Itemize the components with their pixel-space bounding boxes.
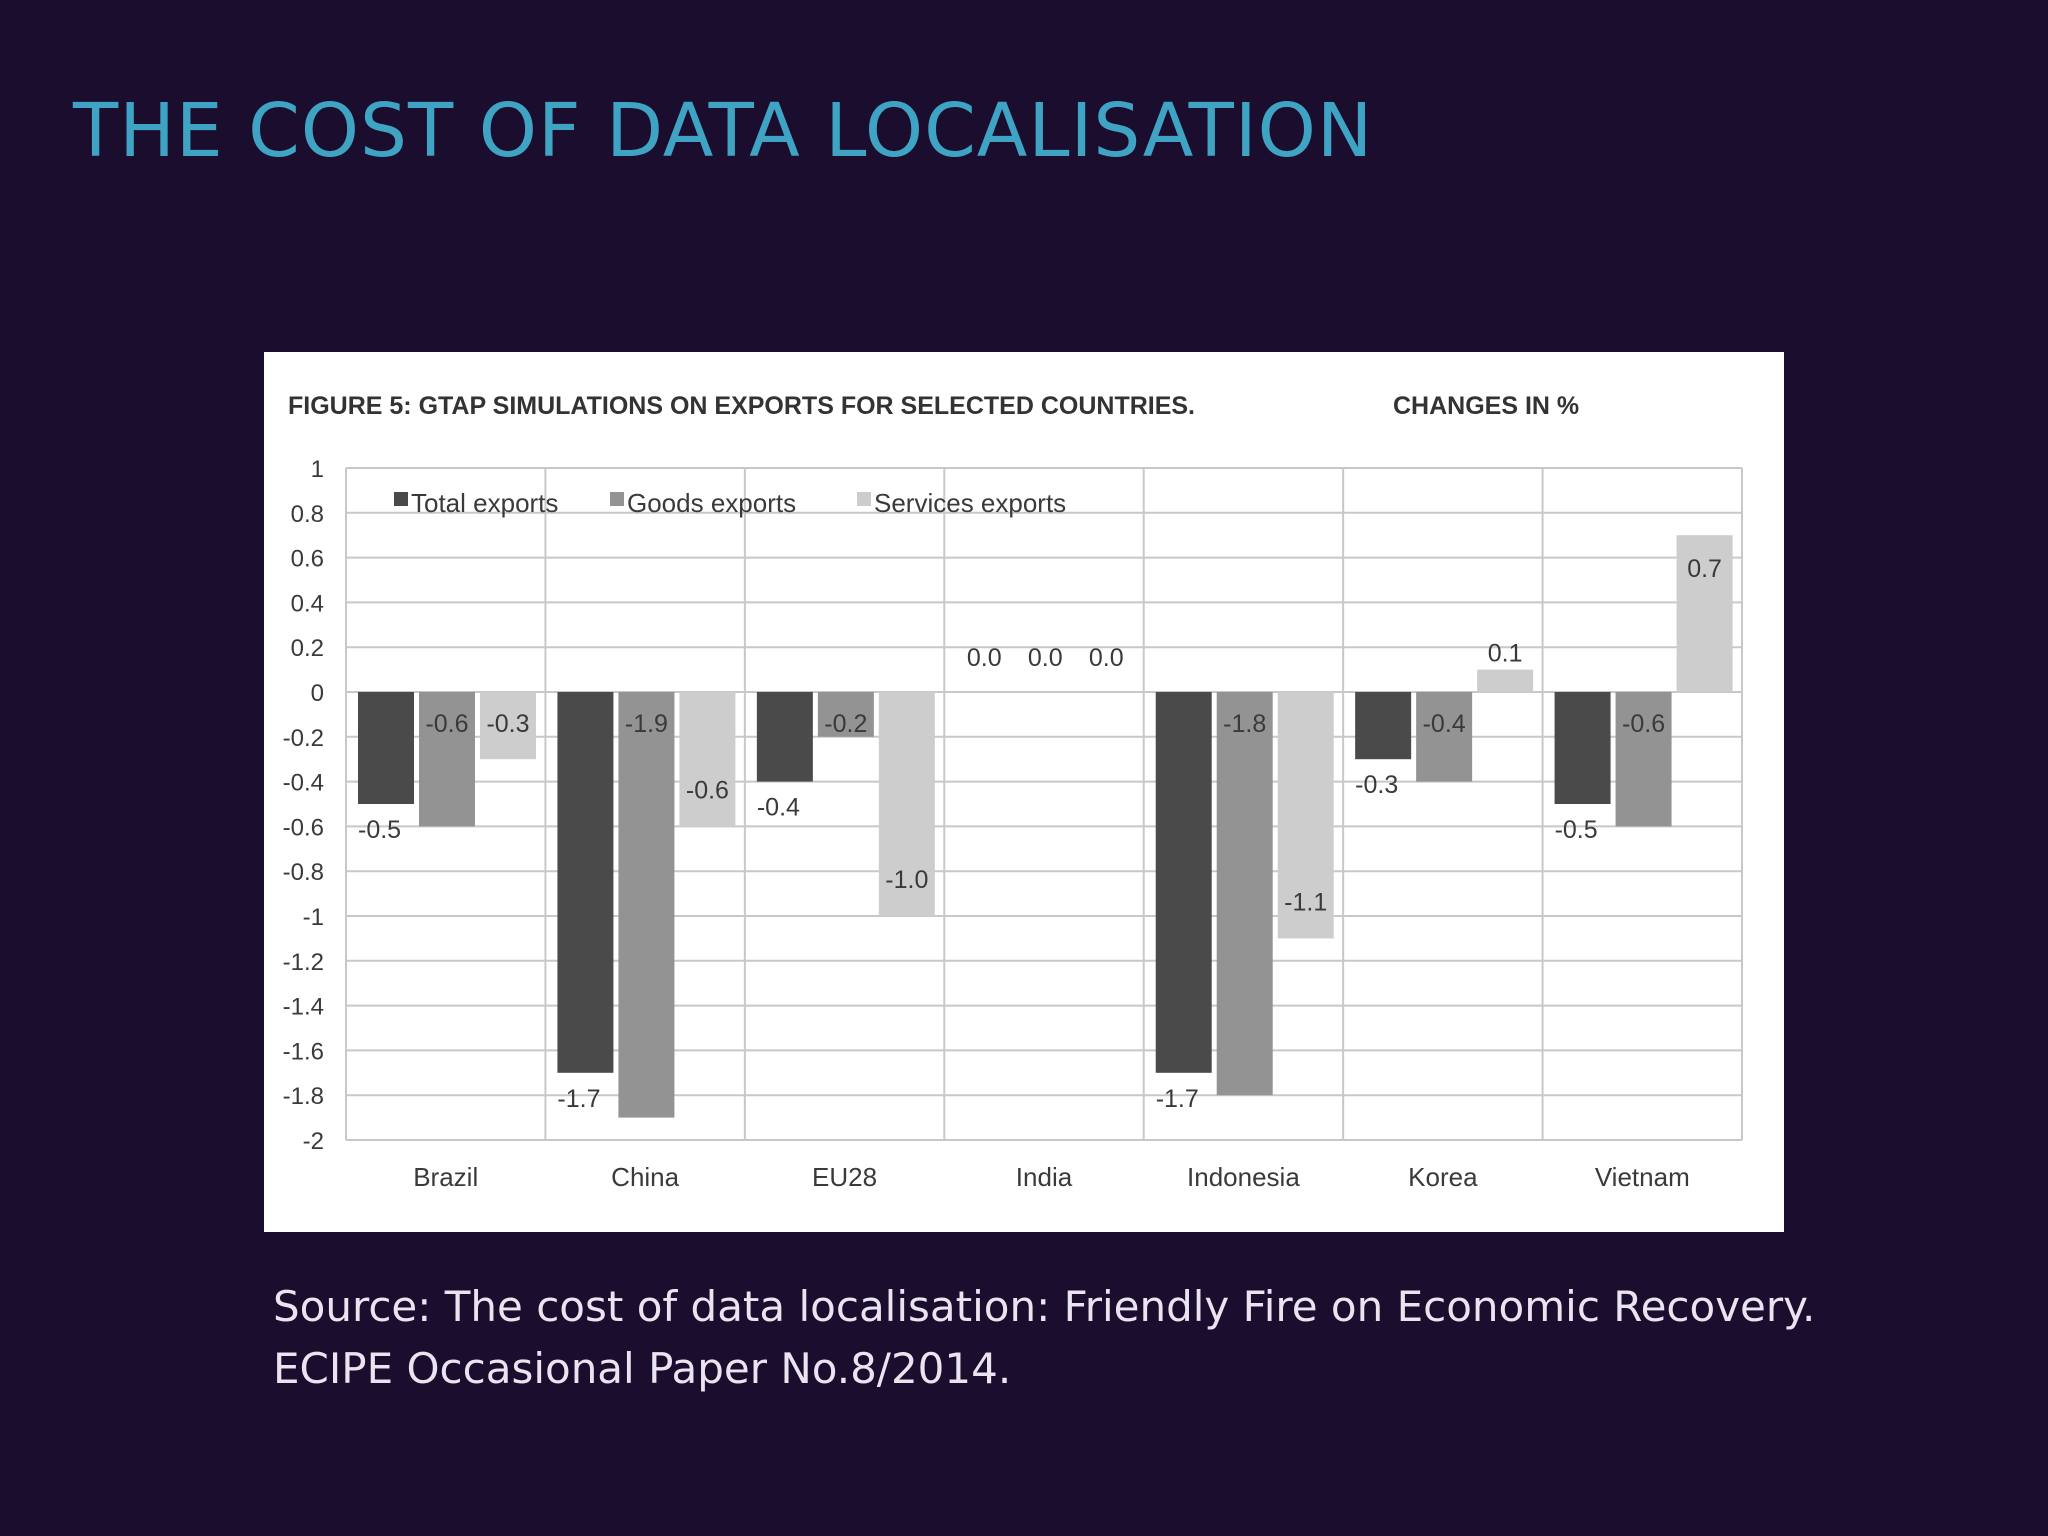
data-labels-layer: -0.5 -0.6 -0.3 -1.7 -1.9 -0.6 -0.4 -0.2 -1.0 0.0 0… — [358, 555, 1722, 1113]
bar-goods-exports — [1216, 692, 1273, 1096]
bar-services-exports — [679, 692, 736, 827]
x-tick-label-india: India — [1016, 1162, 1073, 1192]
data-label: -1.7 — [1156, 1085, 1199, 1113]
data-label: -0.3 — [1355, 771, 1398, 799]
bar-goods-exports — [1615, 692, 1672, 827]
bar-services-exports — [480, 692, 536, 760]
x-tick-label-vietnam: Vietnam — [1595, 1162, 1690, 1192]
bar-total-exports — [1554, 692, 1611, 804]
legend-swatch — [394, 492, 408, 506]
bar-services-exports — [878, 692, 935, 916]
x-tick-label-china: China — [611, 1162, 679, 1192]
bar-goods-exports — [1416, 692, 1473, 782]
data-label: -0.3 — [486, 710, 529, 738]
source-line-2: ECIPE Occasional Paper No.8/2014. — [273, 1344, 1012, 1393]
legend: Total exports Goods exports Services expor… — [394, 488, 1066, 518]
y-tick-label: -1.2 — [283, 949, 324, 976]
bar-goods-exports — [618, 692, 675, 1118]
y-tick-label: -0.8 — [283, 859, 324, 886]
data-label: -1.7 — [557, 1085, 600, 1113]
bar-services-exports — [1477, 669, 1534, 692]
source-line-1: Source: The cost of data localisation: F… — [273, 1282, 1816, 1331]
bar-total-exports — [1155, 692, 1212, 1073]
data-label: 0.0 — [1089, 644, 1124, 672]
bar-total-exports — [756, 692, 813, 782]
data-label: -0.5 — [1555, 816, 1598, 844]
y-tick-label: 1 — [311, 456, 324, 483]
data-label: 0.1 — [1488, 640, 1523, 668]
chart-subtitle: CHANGES IN % — [1393, 392, 1579, 420]
y-tick-label: -1.4 — [283, 994, 324, 1021]
legend-label: Services exports — [874, 488, 1066, 518]
y-tick-label: -1 — [303, 904, 324, 931]
data-label: -1.1 — [1284, 888, 1327, 916]
data-label: -0.4 — [757, 794, 800, 822]
y-tick-label: 0.4 — [291, 590, 324, 617]
data-label: -0.6 — [425, 710, 468, 738]
y-tick-label: -0.2 — [283, 725, 324, 752]
chart-title: FIGURE 5: GTAP SIMULATIONS ON EXPORTS FO… — [288, 392, 1195, 420]
y-tick-label: -1.6 — [283, 1038, 324, 1065]
bar-total-exports — [557, 692, 614, 1073]
axis-layer: 1 0.8 0.6 0.4 0.2 0 -0.2 -0.4 -0.6 -0.8 -1 -1.2 -1.4… — [283, 456, 1690, 1192]
grid-layer — [345, 467, 1743, 1141]
y-tick-label: 0 — [311, 680, 324, 707]
bar-services-exports — [1277, 692, 1334, 939]
bars-layer — [358, 535, 1733, 1118]
bar-chart: FIGURE 5: GTAP SIMULATIONS ON EXPORTS FO… — [283, 392, 1743, 1192]
slide-title: THE COST OF DATA LOCALISATION — [73, 88, 1374, 174]
y-tick-label: -0.4 — [283, 770, 324, 797]
data-label: -0.6 — [686, 776, 729, 804]
x-tick-label-indonesia: Indonesia — [1187, 1162, 1300, 1192]
data-label: -0.2 — [824, 710, 867, 738]
x-tick-label-korea: Korea — [1408, 1162, 1478, 1192]
y-tick-label: -2 — [303, 1128, 324, 1155]
legend-label: Total exports — [411, 488, 558, 518]
data-label: -0.4 — [1423, 710, 1466, 738]
legend-swatch — [610, 492, 624, 506]
data-label: 0.0 — [967, 644, 1002, 672]
data-label: -1.8 — [1223, 710, 1266, 738]
y-tick-label: 0.6 — [291, 546, 324, 573]
bar-goods-exports — [817, 692, 874, 737]
bar-goods-exports — [419, 692, 475, 827]
data-label: 0.0 — [1028, 644, 1063, 672]
y-tick-label: 0.2 — [291, 635, 324, 662]
bar-services-exports — [1676, 535, 1733, 692]
bar-total-exports — [358, 692, 414, 804]
data-label: -0.6 — [1622, 710, 1665, 738]
source-citation: Source: The cost of data localisation: F… — [273, 1276, 1873, 1400]
figure-panel: FIGURE 5: GTAP SIMULATIONS ON EXPORTS FO… — [264, 352, 1784, 1232]
legend-swatch — [857, 492, 871, 506]
data-label: -0.5 — [358, 816, 401, 844]
y-tick-label: -1.8 — [283, 1083, 324, 1110]
data-label: -1.0 — [885, 866, 928, 894]
legend-label: Goods exports — [627, 488, 796, 518]
y-tick-label: 0.8 — [291, 501, 324, 528]
data-label: -1.9 — [625, 710, 668, 738]
x-tick-label-eu28: EU28 — [812, 1162, 877, 1192]
bar-total-exports — [1355, 692, 1412, 760]
x-tick-label-brazil: Brazil — [413, 1162, 478, 1192]
data-label: 0.7 — [1687, 555, 1722, 583]
y-tick-label: -0.6 — [283, 814, 324, 841]
